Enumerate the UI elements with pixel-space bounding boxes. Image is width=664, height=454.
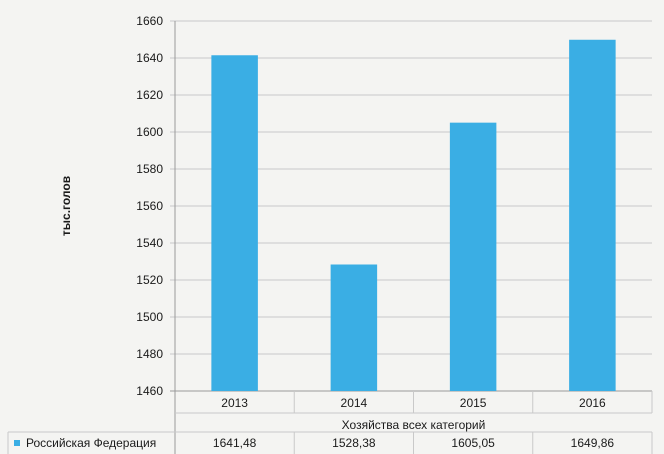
data-table-cell: 1641,48 (213, 436, 257, 450)
legend-series-name: Российская Федерация (26, 436, 156, 450)
y-tick-label: 1560 (136, 199, 163, 213)
data-table-cell: 1528,38 (332, 436, 376, 450)
y-tick-label: 1580 (136, 162, 163, 176)
bar (330, 264, 378, 391)
x-tick-label: 2016 (579, 396, 606, 410)
y-tick-label: 1480 (136, 347, 163, 361)
bar (211, 55, 258, 392)
y-axis-label: тыс.голов (59, 176, 73, 236)
x-tick-label: 2015 (460, 396, 487, 410)
y-tick-label: 1620 (136, 88, 163, 102)
legend-swatch (14, 440, 20, 446)
x-axis-label: Хозяйства всех категорий (342, 418, 486, 432)
bar (449, 122, 497, 391)
y-tick-label: 1660 (136, 14, 163, 28)
y-tick-label: 1500 (136, 310, 163, 324)
y-tick-label: 1520 (136, 273, 163, 287)
y-tick-label: 1460 (136, 384, 163, 398)
data-table-cell: 1605,05 (451, 436, 495, 450)
x-tick-label: 2014 (341, 396, 368, 410)
data-table-cell: 1649,86 (571, 436, 615, 450)
x-tick-label: 2013 (221, 396, 248, 410)
y-tick-label: 1600 (136, 125, 163, 139)
y-tick-label: 1540 (136, 236, 163, 250)
bar (569, 39, 616, 391)
y-tick-label: 1640 (136, 51, 163, 65)
